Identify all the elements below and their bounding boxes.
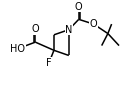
Text: O: O <box>90 19 97 29</box>
Text: F: F <box>46 58 52 68</box>
Text: O: O <box>31 24 39 34</box>
Text: N: N <box>65 25 73 35</box>
Text: HO: HO <box>11 44 25 54</box>
Text: O: O <box>75 2 83 12</box>
